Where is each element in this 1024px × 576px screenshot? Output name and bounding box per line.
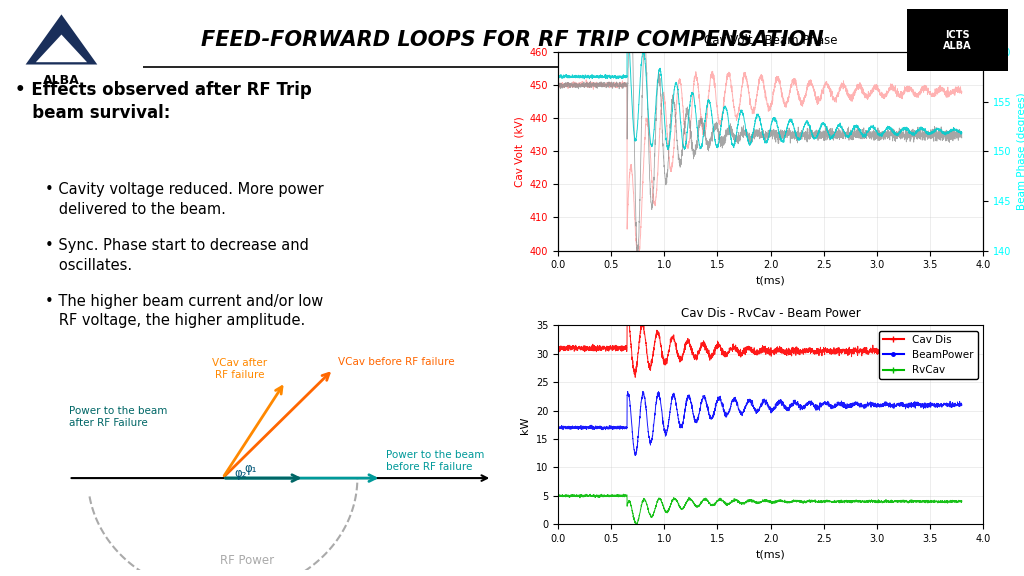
Line: Cav Dis: Cav Dis (558, 312, 962, 377)
Text: • The higher beam current and/or low
   RF voltage, the higher amplitude.: • The higher beam current and/or low RF … (45, 294, 323, 328)
Cav Dis (598, 343, 610, 350)
Text: ICTS
ALBA: ICTS ALBA (943, 29, 972, 51)
RvCav (904, 497, 916, 503)
BeamPower (552, 423, 564, 430)
Text: Power to the beam
after RF Failure: Power to the beam after RF Failure (69, 406, 167, 428)
Text: Power to the beam
before RF failure: Power to the beam before RF failure (386, 450, 484, 472)
RvCav (725, 499, 737, 506)
Text: • Cavity voltage reduced. More power
   delivered to the beam.: • Cavity voltage reduced. More power del… (45, 182, 324, 217)
BeamPower (725, 403, 737, 410)
Cav Dis (629, 374, 641, 381)
RvCav (631, 521, 643, 528)
Polygon shape (26, 14, 97, 65)
Text: VCav after
RF failure: VCav after RF failure (212, 358, 267, 380)
Line: RvCav: RvCav (558, 494, 962, 525)
Text: RF Power: RF Power (219, 554, 273, 567)
Legend: Cav Dis, BeamPower, RvCav: Cav Dis, BeamPower, RvCav (879, 331, 978, 380)
BeamPower (637, 388, 649, 395)
Cav Dis (707, 351, 719, 358)
Line: BeamPower: BeamPower (558, 391, 962, 456)
BeamPower (707, 414, 719, 420)
Text: VCav before RF failure: VCav before RF failure (338, 357, 455, 367)
X-axis label: t(ms): t(ms) (756, 276, 785, 286)
Cav Dis (955, 349, 968, 356)
BeamPower (622, 390, 634, 397)
Title: Cav Volt - Beam Phase: Cav Volt - Beam Phase (703, 33, 838, 47)
X-axis label: t(ms): t(ms) (756, 550, 785, 559)
RvCav (598, 492, 610, 499)
RvCav (617, 491, 630, 498)
RvCav (552, 492, 564, 499)
BeamPower (955, 401, 968, 408)
Text: • Effects observed after RF Trip
   beam survival:: • Effects observed after RF Trip beam su… (15, 81, 312, 122)
Y-axis label: kW: kW (520, 416, 530, 434)
Cav Dis (904, 346, 916, 353)
RvCav (955, 498, 968, 505)
BeamPower (598, 425, 610, 432)
Text: ALBA: ALBA (43, 74, 80, 87)
RvCav (622, 499, 634, 506)
RvCav (948, 498, 961, 505)
BeamPower (629, 452, 641, 459)
Text: • Sync. Phase start to decrease and
   oscillates.: • Sync. Phase start to decrease and osci… (45, 238, 308, 272)
Y-axis label: Beam Phase (degrees): Beam Phase (degrees) (1017, 92, 1024, 210)
Text: φ₁: φ₁ (245, 462, 257, 475)
FancyBboxPatch shape (907, 9, 1008, 71)
Text: φ₂: φ₂ (234, 467, 247, 480)
Y-axis label: Cav Volt  (kV): Cav Volt (kV) (514, 116, 524, 187)
Title: Cav Dis - RvCav - Beam Power: Cav Dis - RvCav - Beam Power (681, 307, 860, 320)
Cav Dis (725, 344, 737, 351)
Cav Dis (948, 346, 961, 353)
Polygon shape (36, 35, 87, 62)
RvCav (707, 502, 719, 509)
Text: FEED-FORWARD LOOPS FOR RF TRIP COMPENSATION: FEED-FORWARD LOOPS FOR RF TRIP COMPENSAT… (201, 30, 823, 50)
BeamPower (948, 403, 961, 410)
BeamPower (904, 401, 916, 408)
Cav Dis (622, 310, 634, 317)
Cav Dis (552, 344, 564, 351)
Cav Dis (622, 308, 634, 315)
